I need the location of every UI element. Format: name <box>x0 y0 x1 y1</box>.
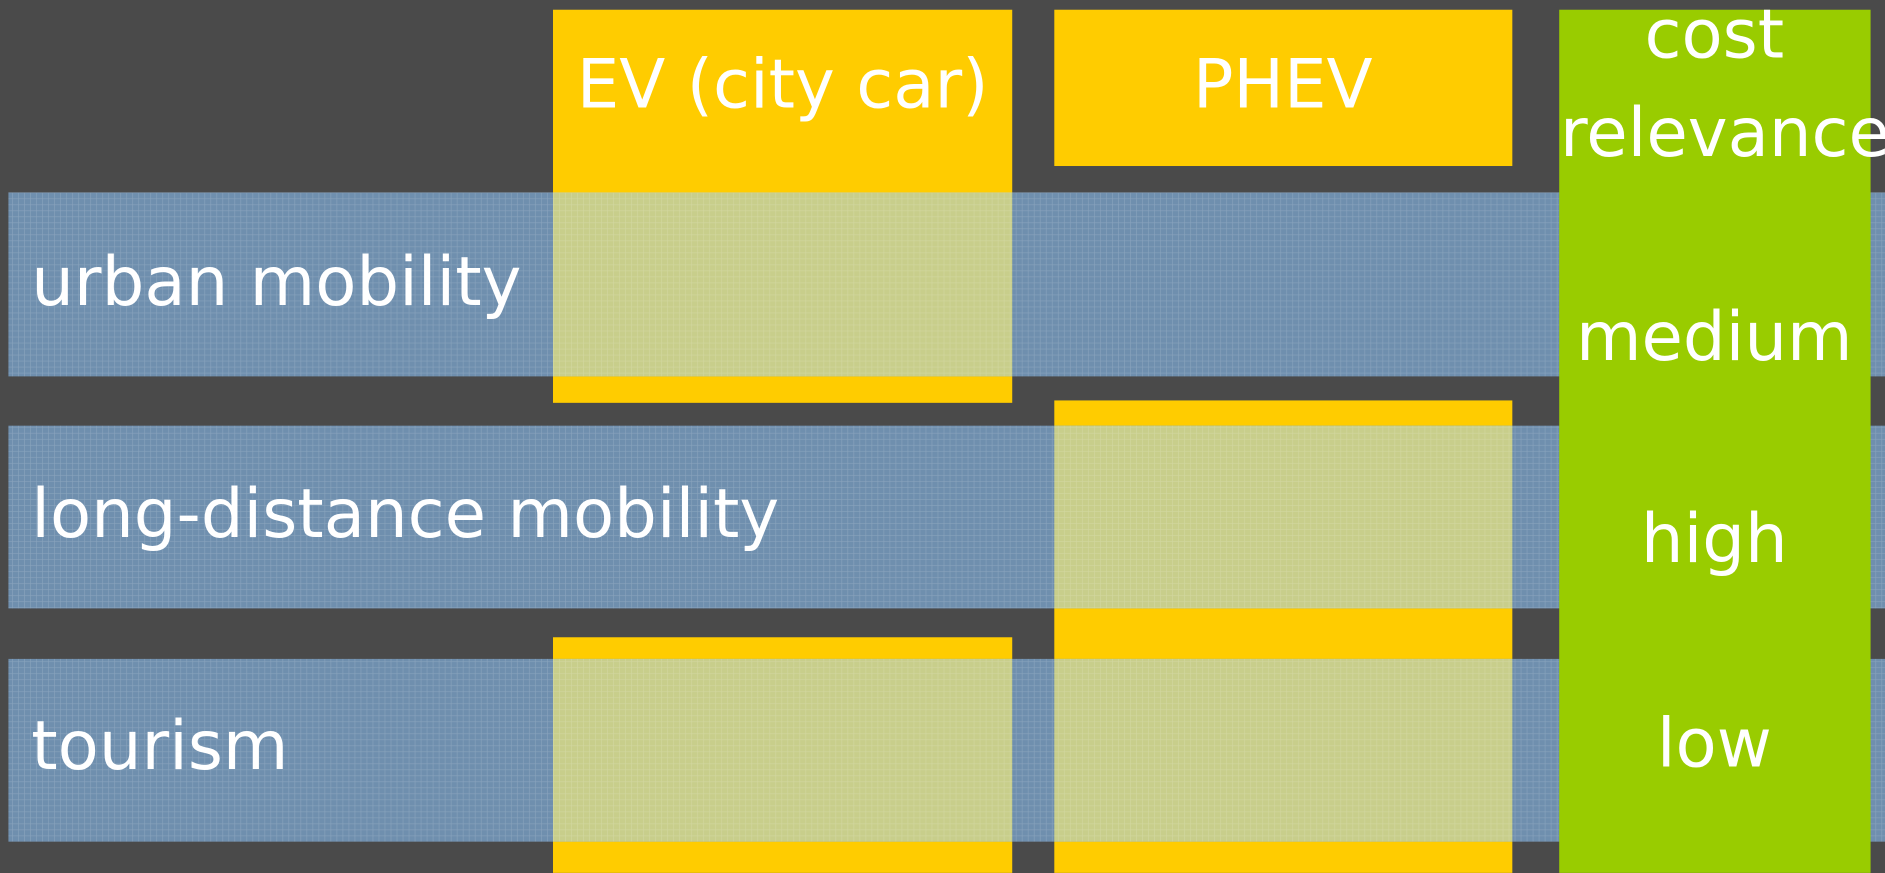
column-header: EV (city car) <box>577 46 989 124</box>
cost-value: medium <box>1576 298 1853 376</box>
column-header: PHEV <box>1193 46 1373 124</box>
row-label: long-distance mobility <box>31 475 779 553</box>
row-label: tourism <box>31 707 288 785</box>
cost-value: high <box>1641 500 1788 578</box>
row-label: urban mobility <box>31 243 521 321</box>
cost-column <box>1559 9 1871 873</box>
phev-header <box>1054 9 1513 167</box>
column-header: cost relevance <box>1539 0 1885 172</box>
cost-value: low <box>1657 704 1772 782</box>
